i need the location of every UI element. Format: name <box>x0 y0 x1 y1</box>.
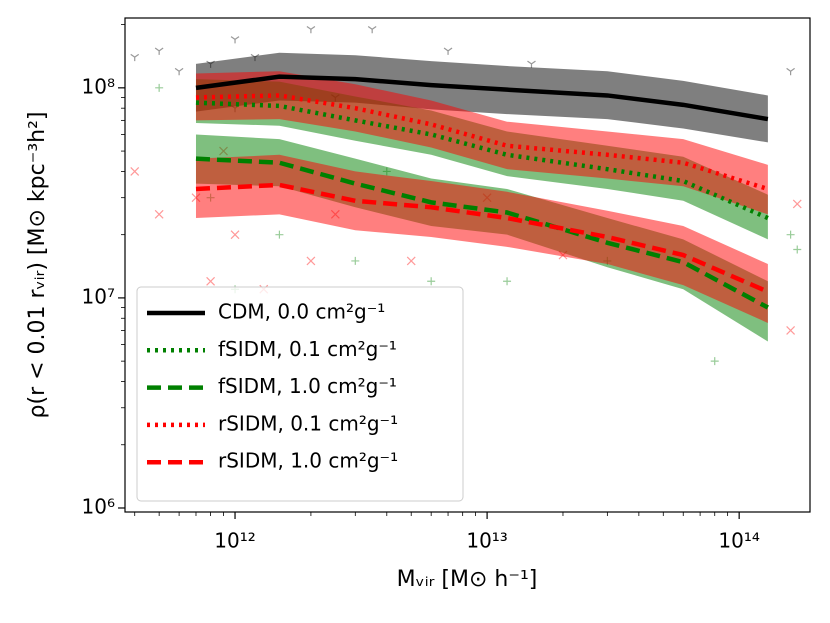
scatter-point <box>527 60 536 68</box>
scatter-point <box>275 230 284 239</box>
legend-label: rSIDM, 0.1 cm²g⁻¹ <box>218 411 398 435</box>
legend-label: fSIDM, 0.1 cm²g⁻¹ <box>218 337 397 361</box>
line <box>195 182 769 294</box>
x-axis-label: Mᵥᵢᵣ [M⊙ h⁻¹] <box>397 567 538 592</box>
scatter-point <box>230 36 240 44</box>
y-tick-label: 10⁷ <box>82 284 115 308</box>
x-tick-label: 10¹⁴ <box>718 529 759 553</box>
scatter-point <box>406 256 416 266</box>
legend-label: fSIDM, 1.0 cm²g⁻¹ <box>218 374 397 398</box>
line <box>195 156 769 310</box>
scatter-point <box>130 167 140 176</box>
scatter-point <box>206 276 216 286</box>
legend: CDM, 0.0 cm²g⁻¹ fSIDM, 0.1 cm²g⁻¹ fSIDM, 1… <box>136 286 464 502</box>
scatter-point <box>503 277 512 286</box>
scatter-point <box>306 25 316 34</box>
y-tick-label: 10⁶ <box>82 494 115 518</box>
legend-label: CDM, 0.0 cm²g⁻¹ <box>218 300 385 324</box>
scatter-point <box>443 47 453 55</box>
scatter-point <box>786 67 795 76</box>
scatter-point <box>427 277 436 286</box>
axes-frame <box>124 17 811 513</box>
plot-area <box>130 25 802 366</box>
scatter-point <box>155 83 164 92</box>
line <box>195 100 769 221</box>
scatter-point <box>792 199 802 209</box>
scatter-point <box>154 47 164 55</box>
legend-label: rSIDM, 1.0 cm²g⁻¹ <box>218 449 398 473</box>
scatter-point <box>367 25 377 34</box>
y-tick-label: 10⁸ <box>82 74 115 98</box>
line <box>195 93 769 192</box>
x-tick-label: 10¹² <box>214 529 255 553</box>
scatter-point <box>230 230 240 240</box>
scatter-point <box>710 357 719 366</box>
scatter-point <box>130 53 140 62</box>
scatter-point <box>786 230 795 239</box>
y-axis-label: ρ(r < 0.01 rᵥᵢᵣ) [M⊙ kpc⁻³h²] <box>25 112 50 419</box>
scatter-point <box>786 326 796 335</box>
scatter-point <box>174 67 184 76</box>
band <box>195 52 768 143</box>
legend-box <box>136 286 464 502</box>
scatter-point <box>793 245 802 254</box>
band <box>195 154 768 323</box>
scatter-point <box>306 256 316 266</box>
line <box>195 74 769 122</box>
x-tick-label: 10¹³ <box>466 529 507 553</box>
scatter-point <box>351 256 360 265</box>
scatter-point <box>154 209 164 219</box>
